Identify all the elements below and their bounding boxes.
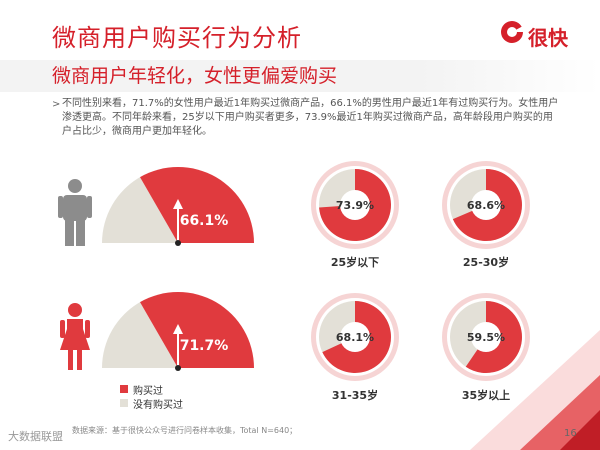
page-subtitle: 微商用户年轻化，女性更偏爱购买 [52,65,338,87]
legend-item-not-bought: 没有购买过 [120,396,183,411]
male-person-icon [58,179,92,246]
pie-category-label: 25-30岁 [462,256,510,269]
pie-chart-over-35: 59.5% [442,293,530,381]
female-person-icon [60,303,90,370]
gauge-sector-bought [140,167,254,243]
legend-item-bought: 购买过 [120,382,183,397]
logo-text: 很快 [528,26,568,50]
summary-text: 不同性别来看，71.7%的女性用户最近1年购买过微商产品，66.1%的男性用户最… [62,98,559,137]
gauge-sector-not-bought [102,302,178,368]
pie-category-label: 25岁以下 [330,256,380,269]
pie-value-label: 68.1% [336,331,374,344]
gauge-pivot [175,240,181,246]
pie-chart-under-25: 73.9% [311,161,399,249]
chevron-right-icon: > [52,99,61,110]
logo-icon [501,21,523,43]
gauge-pivot [175,365,181,371]
data-source-note: 数据来源：基于很快公众号进行问卷样本收集，Total N=640； [72,426,298,435]
pie-chart-31-35: 68.1% [311,293,399,381]
pie-chart-25-30: 68.6% [442,161,530,249]
watermark: 大数据联盟 [8,430,63,443]
brand-logo: 很快 [500,18,582,52]
pie-center-hole [471,190,501,220]
gauge-pointer-head [173,324,183,334]
pie-category-label: 35岁以上 [461,389,511,402]
legend-label-bought: 购买过 [133,385,163,397]
pie-category-label: 31-35岁 [331,389,379,402]
subtitle-band [0,60,600,92]
female-purchase-gauge: 71.7% [102,292,254,371]
female-gauge-value-label: 71.7% [180,338,229,354]
chart-legend: 购买过 没有购买过 [120,382,183,411]
pie-value-label: 59.5% [467,331,505,344]
gauge-pointer-head [173,199,183,209]
gauge-sector-bought [140,292,254,368]
legend-label-not-bought: 没有购买过 [133,399,183,411]
male-gauge-value-label: 66.1% [180,213,229,229]
pie-value-label: 73.9% [336,199,374,212]
pie-value-label: 68.6% [467,199,505,212]
pie-center-hole [340,190,370,220]
pie-center-hole [471,322,501,352]
gauge-sector-not-bought [102,177,178,243]
legend-swatch-bought [120,385,128,393]
legend-swatch-not-bought [120,399,128,407]
page-title: 微商用户购买行为分析 [52,24,302,52]
pie-center-hole [340,322,370,352]
male-purchase-gauge: 66.1% [102,167,254,246]
page-number: 16 [564,428,577,439]
